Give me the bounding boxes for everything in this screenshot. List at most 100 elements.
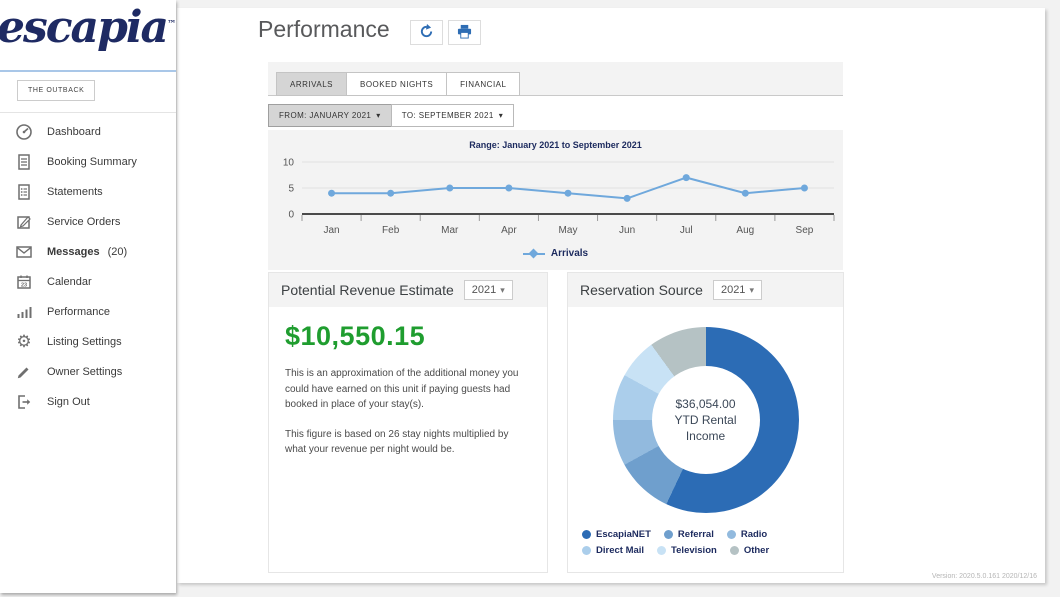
svg-text:Jan: Jan — [323, 225, 339, 236]
svg-text:Aug: Aug — [736, 225, 754, 236]
reservation-card-title: Reservation Source — [580, 282, 703, 298]
legend-dot — [730, 546, 739, 555]
revenue-amount: $10,550.15 — [285, 321, 531, 352]
svg-text:Sep: Sep — [796, 225, 814, 236]
report-tabs-bar: ARRIVALSBOOKED NIGHTSFINANCIAL — [268, 62, 843, 96]
sidebar-item-service-orders[interactable]: Service Orders — [0, 207, 176, 237]
date-range-row: FROM: JANUARY 2021 TO: SEPTEMBER 2021 — [268, 104, 513, 127]
logo-divider — [0, 70, 176, 72]
svg-text:10: 10 — [283, 158, 295, 169]
sidebar-item-label: Calendar — [47, 276, 92, 288]
sidebar-item-label: Statements — [47, 186, 103, 198]
performance-icon — [14, 302, 34, 322]
sidebar-nav: Dashboard Booking Summary Statements Servic… — [0, 117, 176, 417]
potential-revenue-card: Potential Revenue Estimate 2021 $10,550.… — [268, 272, 548, 573]
arrivals-legend-marker — [523, 249, 545, 258]
report-tabs: ARRIVALSBOOKED NIGHTSFINANCIAL — [276, 72, 519, 96]
sidebar-item-listing-settings[interactable]: ⚙ Listing Settings — [0, 327, 176, 357]
sidebar-item-booking-summary[interactable]: Booking Summary — [0, 147, 176, 177]
print-icon — [457, 24, 472, 42]
sidebar-item-owner-settings[interactable]: Owner Settings — [0, 357, 176, 387]
reservation-source-legend: EscapiaNET Referral Radio Direct Mail Televi… — [582, 529, 832, 561]
print-button[interactable] — [448, 20, 481, 45]
sign-out-icon — [14, 392, 34, 412]
svg-text:5: 5 — [288, 184, 294, 195]
legend-label: Other — [744, 545, 769, 556]
sidebar-item-label: Booking Summary — [47, 156, 137, 168]
svg-text:Jun: Jun — [619, 225, 635, 236]
sidebar-item-messages[interactable]: Messages(20) — [0, 237, 176, 267]
svg-text:May: May — [559, 225, 578, 236]
reservation-year-dropdown[interactable]: 2021 — [713, 280, 762, 300]
sidebar-item-statements[interactable]: Statements — [0, 177, 176, 207]
tab-financial[interactable]: FINANCIAL — [446, 72, 520, 96]
main-panel: Performance ARRIVALSBOOKED NIGHTSFINANCI… — [177, 8, 1045, 583]
svg-text:Jul: Jul — [680, 225, 693, 236]
legend-dot — [657, 546, 666, 555]
sidebar: escapia™ THE OUTBACK Dashboard Booking Su… — [0, 0, 176, 593]
legend-dot — [582, 546, 591, 555]
revenue-card-body: $10,550.15 This is an approximation of t… — [269, 307, 547, 472]
sidebar-item-label: Listing Settings — [47, 336, 122, 348]
calendar-icon: 23 — [14, 272, 34, 292]
booking-summary-icon — [14, 152, 34, 172]
sidebar-item-label: Messages — [47, 246, 100, 258]
legend-label: Direct Mail — [596, 545, 644, 556]
page-title: Performance — [258, 16, 390, 43]
legend-item-direct-mail[interactable]: Direct Mail — [582, 545, 644, 556]
revenue-card-header: Potential Revenue Estimate 2021 — [269, 273, 547, 307]
legend-dot — [664, 530, 673, 539]
revenue-year-dropdown[interactable]: 2021 — [464, 280, 513, 300]
arrivals-legend-label: Arrivals — [551, 248, 588, 259]
logo-trademark: ™ — [167, 19, 176, 29]
svg-text:23: 23 — [21, 282, 27, 288]
legend-label: EscapiaNET — [596, 529, 651, 540]
tab-arrivals[interactable]: ARRIVALS — [276, 72, 347, 96]
sidebar-item-sign-out[interactable]: Sign Out — [0, 387, 176, 417]
legend-label: Television — [671, 545, 717, 556]
messages-icon — [14, 242, 34, 262]
sidebar-item-label: Dashboard — [47, 126, 101, 138]
sidebar-item-calendar[interactable]: 23 Calendar — [0, 267, 176, 297]
revenue-description-1: This is an approximation of the addition… — [285, 366, 531, 413]
sidebar-divider — [0, 112, 176, 113]
reservation-source-card: Reservation Source 2021 $36,054.00 YTD R… — [567, 272, 844, 573]
svg-text:0: 0 — [288, 210, 294, 221]
logo-text: escapia — [0, 2, 167, 53]
sidebar-item-label: Sign Out — [47, 396, 90, 408]
tab-booked-nights[interactable]: BOOKED NIGHTS — [346, 72, 447, 96]
legend-label: Referral — [678, 529, 714, 540]
legend-item-referral[interactable]: Referral — [664, 529, 714, 540]
sidebar-item-dashboard[interactable]: Dashboard — [0, 117, 176, 147]
legend-item-radio[interactable]: Radio — [727, 529, 767, 540]
line-chart-legend[interactable]: Arrivals — [268, 248, 843, 259]
to-date-dropdown[interactable]: TO: SEPTEMBER 2021 — [391, 104, 514, 127]
sidebar-item-label: Service Orders — [47, 216, 120, 228]
legend-dot — [582, 530, 591, 539]
sidebar-item-label: Owner Settings — [47, 366, 122, 378]
version-text: Version: 2020.5.0.161 2020/12/16 — [932, 573, 1037, 580]
arrivals-chart: Range: January 2021 to September 2021 05… — [268, 130, 843, 270]
legend-item-television[interactable]: Television — [657, 545, 717, 556]
legend-item-escapianet[interactable]: EscapiaNET — [582, 529, 651, 540]
legend-dot — [727, 530, 736, 539]
svg-text:Feb: Feb — [382, 225, 400, 236]
property-selector-button[interactable]: THE OUTBACK — [17, 80, 95, 101]
sidebar-item-label: Performance — [47, 306, 110, 318]
escapia-logo: escapia™ — [0, 2, 176, 53]
refresh-button[interactable] — [410, 20, 443, 45]
legend-item-other[interactable]: Other — [730, 545, 769, 556]
svg-text:Apr: Apr — [501, 225, 517, 236]
ytd-income-amount: $36,054.00 — [663, 396, 749, 412]
from-date-dropdown[interactable]: FROM: JANUARY 2021 — [268, 104, 392, 127]
reservation-card-header: Reservation Source 2021 — [568, 273, 843, 307]
legend-label: Radio — [741, 529, 767, 540]
revenue-card-title: Potential Revenue Estimate — [281, 282, 454, 298]
donut-center-label: $36,054.00 YTD Rental Income — [652, 366, 760, 474]
sidebar-item-performance[interactable]: Performance — [0, 297, 176, 327]
arrivals-line-chart: 0510JanFebMarAprMayJunJulAugSep — [268, 154, 843, 246]
gear-icon: ⚙ — [14, 332, 34, 352]
statements-icon — [14, 182, 34, 202]
revenue-description-2: This figure is based on 26 stay nights m… — [285, 427, 531, 458]
service-orders-icon — [14, 212, 34, 232]
